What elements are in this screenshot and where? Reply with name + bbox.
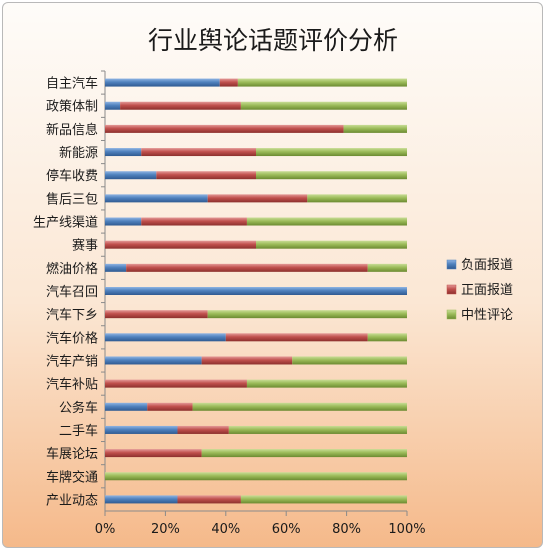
legend-label: 正面报道 xyxy=(461,283,513,298)
legend-label: 负面报道 xyxy=(461,258,513,273)
category-label: 车展论坛 xyxy=(46,446,98,462)
bar-segment-series-1 xyxy=(141,217,247,226)
chart-title: 行业舆论话题评价分析 xyxy=(148,26,398,55)
bar-segment-series-2 xyxy=(256,148,407,157)
category-label: 售后三包 xyxy=(46,191,98,207)
x-axis-ticks: 0% 20% 40% 60% 80% 100% xyxy=(95,511,426,537)
category-label: 公务车 xyxy=(59,400,98,416)
bar-segment-series-1 xyxy=(225,333,368,342)
bar-segment-series-2 xyxy=(367,333,407,342)
category-label: 汽车下乡 xyxy=(46,307,98,323)
category-label: 二手车 xyxy=(59,423,98,439)
legend-label: 中性评论 xyxy=(461,308,513,323)
category-label: 汽车补贴 xyxy=(46,377,98,393)
bar-segment-series-0 xyxy=(105,171,157,180)
bar-segment-series-0 xyxy=(105,217,142,226)
bar-segment-series-0 xyxy=(105,287,407,295)
bar-segment-series-0 xyxy=(105,495,178,504)
category-label: 停车收费 xyxy=(46,168,98,184)
bar-segment-series-1 xyxy=(105,124,344,133)
bar-segment-series-2 xyxy=(292,356,407,365)
bar-segment-series-1 xyxy=(177,495,241,504)
x-tick-label: 40% xyxy=(211,522,240,537)
y-axis-labels: 自主汽车政策体制新品信息新能源停车收费售后三包生产线渠道赛事燃油价格汽车召回汽车… xyxy=(33,70,105,508)
x-tick-label: 0% xyxy=(95,522,116,537)
stacked-bar-chart: 行业舆论话题评价分析 自主汽车政策体制新品信息新能源停车收费售后三包生产线渠道赛… xyxy=(33,26,513,537)
bar-segment-series-1 xyxy=(105,240,256,249)
bar-segment-series-1 xyxy=(105,310,208,319)
bar-segment-series-0 xyxy=(105,425,178,434)
bar-segment-series-0 xyxy=(105,148,142,157)
category-label: 汽车价格 xyxy=(46,330,98,346)
bar-segment-series-2 xyxy=(192,402,407,411)
bar-segment-series-0 xyxy=(105,402,148,411)
bar-segment-series-1 xyxy=(126,263,368,272)
category-label: 政策体制 xyxy=(46,99,98,115)
legend-swatch-series-0 xyxy=(446,259,457,270)
bar-segment-series-1 xyxy=(219,78,238,87)
bar-segment-series-2 xyxy=(367,263,407,272)
bar-segment-series-2 xyxy=(246,379,407,388)
bar-segment-series-2 xyxy=(256,171,407,180)
x-tick-label: 60% xyxy=(272,522,301,537)
bar-segment-series-1 xyxy=(147,402,193,411)
bar-segment-series-1 xyxy=(201,356,293,365)
bar-segment-series-2 xyxy=(240,101,407,110)
bar-segment-series-0 xyxy=(105,194,208,203)
bar-segment-series-2 xyxy=(246,217,407,226)
bar-segment-series-1 xyxy=(141,148,256,157)
bar-segment-series-2 xyxy=(343,124,407,133)
bar-segment-series-2 xyxy=(105,472,407,481)
bar-segment-series-1 xyxy=(105,379,247,388)
bar-segment-series-2 xyxy=(256,240,407,249)
bar-segment-series-2 xyxy=(237,78,407,87)
category-label: 产业动态 xyxy=(46,493,98,508)
bars-group xyxy=(105,78,407,504)
bar-segment-series-0 xyxy=(105,333,226,342)
category-label: 自主汽车 xyxy=(46,76,98,92)
category-label: 汽车召回 xyxy=(46,284,98,300)
bar-segment-series-1 xyxy=(207,194,308,203)
category-label: 生产线渠道 xyxy=(33,216,98,231)
bar-segment-series-1 xyxy=(156,171,256,180)
bar-segment-series-0 xyxy=(105,101,121,110)
x-tick-label: 20% xyxy=(151,522,180,537)
bar-segment-series-2 xyxy=(201,449,407,458)
bar-segment-series-0 xyxy=(105,263,127,272)
category-label: 汽车产销 xyxy=(46,353,98,369)
legend-swatch-series-2 xyxy=(446,309,457,320)
x-tick-label: 80% xyxy=(332,522,361,537)
category-label: 燃油价格 xyxy=(46,261,98,277)
bar-segment-series-0 xyxy=(105,78,220,87)
bar-segment-series-2 xyxy=(240,495,407,504)
category-label: 车牌交通 xyxy=(46,469,98,485)
bar-segment-series-1 xyxy=(105,449,202,458)
category-label: 新品信息 xyxy=(46,122,98,138)
bar-segment-series-1 xyxy=(120,101,241,110)
bar-segment-series-1 xyxy=(177,425,229,434)
bar-segment-series-2 xyxy=(307,194,407,203)
bar-segment-series-2 xyxy=(228,425,407,434)
bar-segment-series-0 xyxy=(105,356,202,365)
bar-segment-series-2 xyxy=(207,310,407,319)
x-tick-label: 100% xyxy=(388,522,425,537)
category-label: 赛事 xyxy=(72,238,98,254)
legend-swatch-series-1 xyxy=(446,284,457,295)
category-label: 新能源 xyxy=(59,145,98,161)
